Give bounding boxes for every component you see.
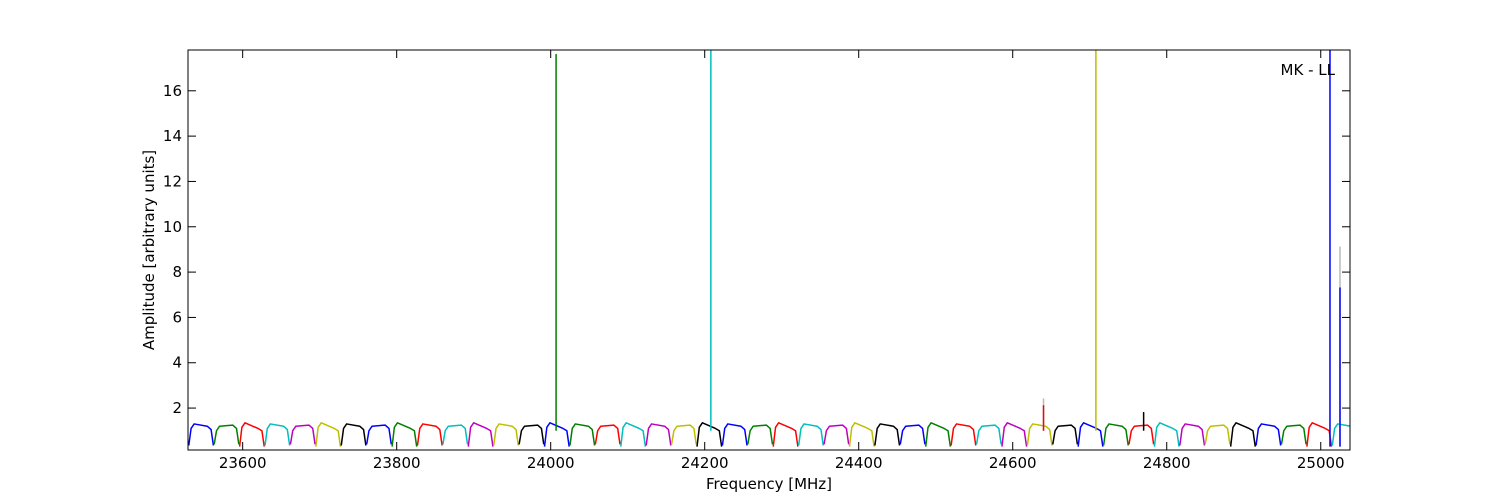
- series-line: [950, 423, 977, 446]
- series-line: [391, 422, 418, 447]
- series-line: [670, 424, 697, 445]
- x-tick-label: 23800: [373, 454, 421, 472]
- series-line: [1026, 423, 1053, 446]
- series-line: [620, 422, 647, 447]
- series-line: [1052, 424, 1079, 445]
- series-line: [238, 422, 265, 447]
- series-line: [264, 423, 291, 446]
- series-line: [467, 422, 494, 447]
- x-tick-label: 24800: [1143, 454, 1191, 472]
- series-line: [797, 423, 825, 446]
- series-line: [721, 423, 748, 446]
- series-line: [747, 424, 774, 445]
- series-line: [1153, 422, 1180, 447]
- series-line: [899, 424, 926, 445]
- series-line: [1280, 424, 1307, 445]
- y-tick-label: 8: [172, 263, 182, 281]
- y-tick-label: 10: [163, 218, 182, 236]
- series-line: [315, 422, 342, 447]
- series-line: [365, 424, 393, 445]
- y-tick-label: 16: [163, 82, 182, 100]
- series-line: [1001, 422, 1028, 447]
- x-axis-label: Frequency [MHz]: [706, 475, 832, 493]
- x-tick-label: 24200: [681, 454, 729, 472]
- series-line: [1077, 422, 1104, 447]
- axes-frame: [187, 49, 1351, 451]
- series-line: [1229, 422, 1257, 447]
- series-line: [975, 424, 1002, 445]
- series-line: [188, 423, 215, 446]
- series-line: [772, 422, 799, 447]
- series-line: [924, 422, 952, 447]
- series-line: [1179, 423, 1206, 446]
- series-line: [543, 422, 570, 447]
- y-tick-label: 14: [163, 127, 182, 145]
- series-line: [1204, 424, 1231, 445]
- annotation: MK - LL: [1281, 61, 1336, 79]
- x-tick-label: 25000: [1297, 454, 1345, 472]
- x-tick-label: 24400: [835, 454, 883, 472]
- series-line: [848, 422, 875, 447]
- series-line: [823, 424, 850, 445]
- series-line: [569, 423, 596, 446]
- series-line: [1128, 424, 1155, 445]
- series-line: [518, 424, 545, 445]
- y-tick-label: 12: [163, 172, 182, 190]
- series-line: [874, 423, 901, 446]
- x-tick-label: 24600: [989, 454, 1037, 472]
- series-line: [442, 424, 469, 445]
- series-line: [1255, 423, 1282, 446]
- series-line: [696, 422, 723, 447]
- y-axis-label: Amplitude [arbitrary units]: [140, 150, 158, 350]
- series-line: [594, 424, 621, 445]
- series-line: [645, 423, 672, 446]
- series-line: [1306, 422, 1333, 447]
- series-line: [213, 424, 240, 445]
- series-line: [1331, 423, 1350, 446]
- series-line: [492, 423, 520, 446]
- series-line: [289, 424, 316, 445]
- x-tick-label: 23600: [219, 454, 267, 472]
- plot-area: [188, 50, 1350, 447]
- series-line: [1102, 423, 1129, 446]
- x-tick-label: 24000: [527, 454, 575, 472]
- series-line: [416, 423, 443, 446]
- y-tick-label: 6: [172, 308, 182, 326]
- y-tick-label: 2: [172, 399, 182, 417]
- y-tick-label: 4: [172, 354, 182, 372]
- series-line: [340, 423, 367, 446]
